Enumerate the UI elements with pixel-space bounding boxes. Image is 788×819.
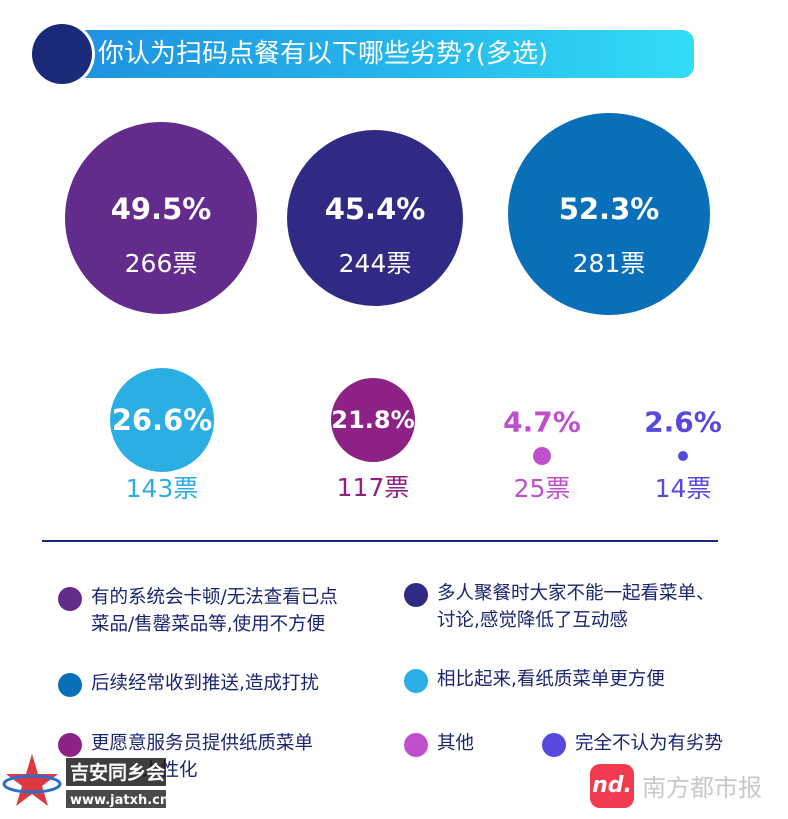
- bubble-1: [65, 122, 257, 314]
- bubble-percent-4: 26.6%: [111, 403, 213, 437]
- bubble-percent-5: 21.8%: [331, 406, 415, 434]
- bubble-4: [110, 368, 214, 472]
- legend-label-line1: 有的系统会卡顿/无法查看已点: [91, 587, 338, 608]
- jatxh-watermark-logo: 吉安同乡会 www.jatxh.cn: [0, 748, 170, 814]
- legend-label-line1: 更愿意服务员提供纸质菜单: [91, 733, 314, 754]
- legend-label: 有的系统会卡顿/无法查看已点 菜品/售罄菜品等,使用不方便: [91, 584, 338, 638]
- title-circle-icon: [32, 24, 92, 84]
- legend-label-line1: 多人聚餐时大家不能一起看菜单、: [437, 583, 715, 604]
- nandu-name: 南方都市报: [642, 774, 762, 802]
- legend-label-line2: 菜品/售罄菜品等,使用不方便: [91, 614, 326, 635]
- bubble-6: [533, 447, 551, 465]
- legend-label-line1: 完全不认为有劣势: [575, 733, 724, 754]
- legend-label-line2: 讨论,感觉降低了互动感: [437, 610, 628, 631]
- legend-label: 后续经常收到推送,造成打扰: [91, 670, 319, 697]
- bubble-5: [331, 378, 415, 462]
- bubble-percent-2: 45.4%: [324, 192, 426, 226]
- bubble-votes-6: 25票: [513, 474, 571, 503]
- legend-label: 完全不认为有劣势: [575, 730, 723, 757]
- title-bar: [56, 30, 694, 78]
- legend-dot-icon: [404, 669, 428, 693]
- legend-label-line1: 其他: [437, 733, 475, 754]
- bubble-votes-1: 266票: [124, 249, 198, 278]
- bubble-3: [508, 113, 710, 315]
- bubble-2: [287, 130, 463, 306]
- divider: [42, 540, 718, 542]
- svg-text:吉安同乡会: 吉安同乡会: [70, 761, 165, 784]
- legend-label-line1: 后续经常收到推送,造成打扰: [91, 673, 319, 694]
- bubble-votes-3: 281票: [572, 249, 646, 278]
- legend-dot-icon: [404, 583, 428, 607]
- bubble-percent-6: 4.7%: [503, 405, 581, 439]
- bubble-percent-3: 52.3%: [558, 192, 660, 226]
- svg-text:www.jatxh.cn: www.jatxh.cn: [70, 793, 169, 808]
- legend-dot-icon: [58, 733, 82, 757]
- bubble-percent-7: 2.6%: [644, 405, 722, 439]
- legend-label: 相比起来,看纸质菜单更方便: [437, 666, 665, 693]
- legend-dot-icon: [58, 673, 82, 697]
- legend-label: 多人聚餐时大家不能一起看菜单、 讨论,感觉降低了互动感: [437, 580, 715, 634]
- bubble-7: [678, 451, 688, 461]
- bubble-votes-7: 14票: [654, 474, 712, 503]
- legend-label: 其他: [437, 730, 474, 757]
- bubble-percent-1: 49.5%: [110, 192, 212, 226]
- bubble-votes-4: 143票: [125, 474, 199, 503]
- bubble-votes-5: 117票: [336, 473, 410, 502]
- page-title: 你认为扫码点餐有以下哪些劣势?(多选): [98, 39, 549, 69]
- bubble-votes-2: 244票: [338, 249, 412, 278]
- title-banner: 你认为扫码点餐有以下哪些劣势?(多选): [32, 24, 694, 84]
- legend-dot-icon: [404, 733, 428, 757]
- legend-dot-icon: [542, 733, 566, 757]
- nd-logo-icon: nd.: [590, 764, 634, 808]
- legend-dot-icon: [58, 587, 82, 611]
- legend-label-line1: 相比起来,看纸质菜单更方便: [437, 669, 665, 690]
